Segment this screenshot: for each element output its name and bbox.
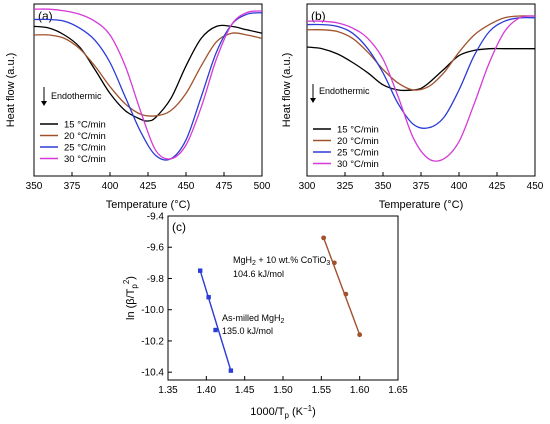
panel-a-label: (a) [38,9,53,23]
fit-line-c-1 [322,237,361,335]
panel-a: (a) 350 375 400 425 450 475 500 Temperature (°… [5,3,271,211]
as-milled-activation-energy: 135.0 kJ/mol [222,326,273,336]
panel-c-x-axis-label: 1000/Tp (K−1) [250,404,316,420]
panel-b-x-ticks: 300 325 350 375 400 425 450 [299,172,544,192]
x-tick-label-b-6: 450 [527,181,544,192]
x-tick-label-b-0: 300 [299,181,316,192]
point-c-0-1 [206,295,211,300]
x-tick-label-a-1: 375 [64,181,81,192]
x-tick-label-b-5: 425 [489,181,506,192]
series-line-a-1 [33,32,263,117]
series-line-a-3 [33,8,263,160]
panel-b-endothermic-label: Endothermic [319,86,370,96]
series-line-b-2 [306,16,536,129]
legend-label-a-2: 25 °C/min [64,143,106,154]
point-c-0-0 [198,268,203,273]
panel-b-label: (b) [311,9,326,23]
x-tick-label-c-2: 1.45 [235,385,255,396]
y-tick-label-c-3: -9.8 [147,274,165,285]
y-tick-label-c-1: -10.2 [141,336,164,347]
legend-label-b-2: 25 °C/min [337,148,379,159]
panel-c-fit-lines [199,237,361,371]
y-tick-label-c-4: -9.6 [147,243,165,254]
legend-label-b-1: 20 °C/min [337,136,379,147]
legend-label-a-1: 20 °C/min [64,131,106,142]
x-tick-label-a-3: 425 [140,181,157,192]
legend-label-a-3: 30 °C/min [64,154,106,165]
x-tick-label-b-3: 375 [413,181,430,192]
composite-activation-energy: 104.6 kJ/mol [233,269,284,279]
x-tick-label-c-5: 1.60 [350,385,370,396]
panel-c-y-axis-label: ln (β/Tp2) [122,276,139,320]
panel-a-x-ticks: 350 375 400 425 450 475 500 [26,172,271,192]
fit-line-c-0 [199,270,232,371]
y-tick-label-c-2: -10.0 [141,305,164,316]
point-c-0-3 [228,368,234,373]
panel-b-endothermic-indicator: Endothermic [310,84,370,103]
panel-c: (c) 1.35 1.40 1.45 1.50 1.55 1.60 1.65 -10.4-1… [122,212,408,421]
panel-a-endothermic-indicator: Endothermic [41,87,102,106]
x-tick-label-b-4: 400 [451,181,468,192]
panel-c-x-ticks: 1.35 1.40 1.45 1.50 1.55 1.60 1.65 [158,376,408,396]
panel-b-x-axis-label: Temperature (°C) [379,199,463,211]
legend-label-b-0: 15 °C/min [337,125,379,136]
panel-a-curves [33,8,263,161]
panel-b: (b) 300 325 350 375 400 425 450 Temperature (°… [281,3,544,211]
panel-a-y-axis-label: Heat flow (a.u.) [5,53,17,128]
y-tick-label-c-5: -9.4 [147,212,165,223]
panel-c-y-ticks: -10.4 -10.2 -10.0 -9.8 -9.6 -9.4 [141,212,172,379]
x-tick-label-b-1: 325 [337,181,354,192]
panel-a-x-axis-label: Temperature (°C) [106,199,190,211]
x-tick-label-c-1: 1.40 [197,385,217,396]
point-c-1-3 [357,332,363,338]
as-milled-sample-label: As-milled MgH2 [222,313,285,325]
series-line-b-1 [306,15,536,91]
x-tick-label-c-3: 1.50 [273,385,293,396]
series-line-a-2 [33,11,263,161]
point-c-0-2 [213,327,218,333]
point-c-1-1 [331,260,337,266]
x-tick-label-b-2: 350 [375,181,392,192]
panel-c-label: (c) [172,220,186,234]
x-tick-label-a-2: 400 [102,181,119,192]
legend-label-a-0: 15 °C/min [64,120,106,131]
composite-sample-label: MgH2 + 10 wt.% CoTiO3 [233,255,330,267]
panel-b-y-axis-label: Heat flow (a.u.) [281,53,293,128]
series-line-a-0 [33,24,263,122]
series-line-b-0 [306,46,535,92]
panel-b-curves [306,15,536,162]
x-tick-label-a-0: 350 [26,181,43,192]
legend-label-b-3: 30 °C/min [337,159,379,170]
x-tick-label-a-6: 500 [254,181,271,192]
panel-c-points [198,235,363,373]
point-c-1-0 [321,235,327,241]
series-line-b-3 [306,15,536,162]
x-tick-label-c-4: 1.55 [312,385,332,396]
panel-c-frame [167,215,399,381]
point-c-1-2 [343,291,349,297]
panel-a-endothermic-label: Endothermic [51,91,102,101]
x-tick-label-a-4: 450 [178,181,195,192]
x-tick-label-c-6: 1.65 [388,385,408,396]
x-tick-label-a-5: 475 [216,181,233,192]
y-tick-label-c-0: -10.4 [141,368,164,379]
x-tick-label-c-0: 1.35 [158,385,178,396]
